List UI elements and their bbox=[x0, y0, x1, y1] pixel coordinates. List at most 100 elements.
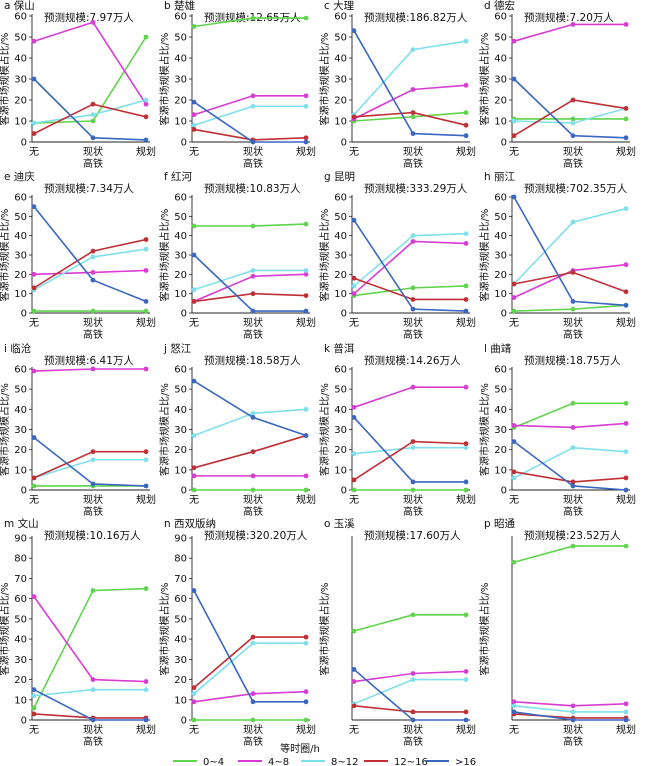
series-line->16 bbox=[33, 78, 147, 141]
data-point bbox=[191, 99, 197, 105]
data-point bbox=[410, 677, 416, 682]
series-line-8~12 bbox=[193, 408, 307, 437]
y-tick-label: 50 bbox=[494, 33, 507, 44]
data-point bbox=[351, 217, 357, 223]
data-point bbox=[570, 709, 576, 715]
x-axis-sublabel: 高铁 bbox=[243, 505, 263, 518]
y-tick-label: 0 bbox=[501, 486, 507, 497]
y-tick-label: 50 bbox=[174, 212, 187, 223]
y-tick-label: 30 bbox=[14, 251, 27, 262]
data-point bbox=[250, 473, 256, 479]
data-point bbox=[303, 634, 309, 640]
x-tick-label: 无 bbox=[189, 725, 199, 736]
data-point bbox=[31, 368, 37, 374]
data-point bbox=[623, 135, 629, 141]
data-point bbox=[90, 717, 96, 723]
data-point bbox=[143, 34, 149, 40]
series-line-12~16 bbox=[33, 713, 146, 719]
data-point bbox=[31, 705, 37, 711]
data-point bbox=[143, 586, 149, 591]
data-point bbox=[90, 677, 96, 682]
data-point bbox=[191, 112, 197, 118]
x-axis-sublabel: 高铁 bbox=[563, 157, 583, 170]
x-tick-label: 现状 bbox=[563, 145, 583, 158]
y-tick-label: 50 bbox=[334, 33, 347, 44]
x-tick-label: 无 bbox=[509, 318, 519, 329]
data-point bbox=[143, 114, 149, 120]
y-tick-label: 70 bbox=[14, 574, 27, 585]
series-line->16 bbox=[193, 380, 307, 437]
y-tick-label: 90 bbox=[14, 534, 27, 545]
y-tick-label: 30 bbox=[174, 425, 187, 436]
data-point bbox=[303, 473, 309, 479]
data-point bbox=[90, 687, 96, 693]
legend-label: 0~4 bbox=[203, 757, 224, 766]
data-point bbox=[250, 268, 256, 273]
x-tick-label: 无 bbox=[509, 147, 519, 158]
x-tick-label: 无 bbox=[349, 147, 359, 158]
data-point bbox=[570, 306, 576, 312]
y-tick-label: 0 bbox=[341, 138, 347, 149]
data-point bbox=[191, 588, 197, 593]
data-point bbox=[90, 101, 96, 107]
data-point bbox=[250, 93, 256, 99]
y-tick-label: 0 bbox=[21, 138, 27, 149]
data-point bbox=[463, 297, 469, 302]
data-point bbox=[143, 246, 149, 252]
legend: 等时圈/h 0~4 4~8 8~12 12~16 >16 bbox=[173, 742, 476, 766]
data-point bbox=[511, 475, 517, 481]
series-line-0~4 bbox=[353, 285, 467, 297]
data-point bbox=[90, 254, 96, 260]
data-point bbox=[410, 717, 416, 723]
data-point bbox=[191, 473, 197, 479]
legend-title: 等时圈/h bbox=[280, 742, 320, 755]
data-point bbox=[351, 477, 357, 483]
series-line-12~16 bbox=[33, 450, 146, 479]
x-axis-sublabel: 高铁 bbox=[83, 157, 103, 170]
series-line-0~4 bbox=[353, 614, 466, 632]
data-point bbox=[143, 457, 149, 463]
data-point bbox=[303, 406, 309, 412]
data-point bbox=[351, 291, 357, 297]
x-tick-label: 规划 bbox=[136, 145, 156, 158]
x-axis-sublabel: 高铁 bbox=[83, 735, 103, 748]
data-point bbox=[570, 543, 576, 549]
data-point bbox=[143, 687, 149, 693]
data-point bbox=[90, 112, 96, 118]
data-point bbox=[410, 110, 416, 115]
data-point bbox=[570, 120, 576, 126]
data-point bbox=[143, 366, 149, 372]
series-line-4~8 bbox=[33, 596, 147, 683]
data-point bbox=[90, 19, 96, 25]
y-tick-label: 10 bbox=[334, 465, 347, 476]
data-point bbox=[623, 701, 629, 707]
data-point bbox=[511, 709, 517, 715]
data-point bbox=[90, 366, 96, 372]
data-point bbox=[90, 308, 96, 314]
data-point bbox=[410, 479, 416, 485]
data-point bbox=[623, 709, 629, 715]
y-tick-label: 60 bbox=[494, 193, 507, 204]
y-tick-label: 20 bbox=[334, 270, 347, 281]
x-tick-label: 现状 bbox=[403, 145, 423, 158]
panel-scale: 预测规模:10.83万人 bbox=[204, 182, 301, 195]
x-tick-label: 现状 bbox=[83, 493, 103, 506]
y-axis-title: 客源市场规模占比/% bbox=[478, 383, 491, 476]
data-point bbox=[410, 671, 416, 676]
data-point bbox=[570, 717, 576, 723]
data-point bbox=[31, 594, 37, 600]
legend-label: 4~8 bbox=[268, 757, 289, 766]
y-tick-label: 30 bbox=[334, 251, 347, 262]
y-axis-title: 客源市场规模占比/% bbox=[158, 209, 171, 302]
y-tick-label: 60 bbox=[174, 365, 187, 376]
y-tick-label: 60 bbox=[334, 12, 347, 23]
y-tick-label: 10 bbox=[174, 289, 187, 300]
data-point bbox=[31, 38, 37, 44]
data-point bbox=[410, 87, 416, 92]
data-point bbox=[90, 449, 96, 455]
data-point bbox=[511, 308, 517, 314]
panel-scale: 预测规模:186.82万人 bbox=[364, 11, 468, 24]
y-tick-label: 30 bbox=[14, 75, 27, 86]
